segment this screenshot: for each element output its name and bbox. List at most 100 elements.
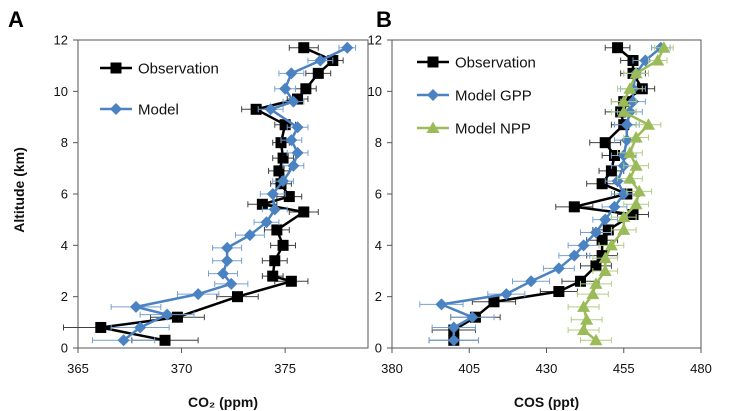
- data-point: [599, 137, 611, 149]
- data-point: [608, 200, 621, 213]
- legend-label: Model: [138, 102, 179, 119]
- data-point: [589, 277, 603, 289]
- legend-label: Model NPP: [455, 121, 531, 138]
- data-point: [586, 287, 600, 300]
- data-point: [277, 152, 289, 164]
- x-tick-label: 365: [67, 361, 89, 376]
- data-point: [577, 323, 591, 336]
- data-point: [617, 210, 631, 223]
- data-point: [605, 165, 617, 177]
- data-point: [617, 223, 631, 235]
- data-point: [629, 197, 643, 210]
- data-point: [221, 254, 234, 267]
- y-tick-label: 10: [368, 84, 382, 99]
- x-tick-label: 455: [613, 361, 635, 376]
- data-point: [589, 226, 602, 239]
- data-point: [287, 95, 300, 108]
- data-point: [130, 300, 142, 313]
- data-point: [553, 286, 565, 298]
- y-tick-label: 4: [375, 238, 382, 253]
- data-point: [298, 42, 310, 54]
- y-tick-label: 0: [375, 341, 382, 356]
- data-point: [623, 146, 637, 158]
- series-observation: [63, 42, 344, 346]
- data-point: [620, 118, 633, 131]
- y-tick-label: 2: [61, 289, 68, 304]
- data-point: [590, 260, 602, 272]
- data-point: [291, 146, 304, 159]
- y-tick-label: 6: [375, 187, 382, 202]
- y-tick-label: 2: [375, 289, 382, 304]
- legend-entry: Model GPP: [417, 88, 532, 105]
- data-point: [617, 105, 631, 117]
- data-point: [341, 41, 354, 54]
- data-point: [525, 275, 538, 288]
- y-tick-label: 4: [61, 238, 68, 253]
- data-point: [629, 131, 643, 143]
- legend-entry: Model NPP: [417, 121, 531, 138]
- data-point: [283, 191, 295, 203]
- x-tick-label: 405: [458, 361, 480, 376]
- legend-marker: [427, 89, 439, 101]
- data-point: [232, 291, 243, 303]
- data-point: [447, 321, 460, 334]
- legend-marker: [427, 56, 439, 68]
- data-point: [641, 118, 655, 130]
- data-point: [632, 184, 646, 197]
- data-point: [629, 159, 643, 171]
- data-point: [171, 311, 183, 323]
- data-point: [267, 270, 279, 282]
- data-point: [300, 83, 312, 95]
- data-point: [623, 82, 637, 94]
- data-point: [602, 224, 614, 236]
- data-point: [447, 334, 460, 347]
- data-point: [192, 288, 205, 301]
- data-point: [598, 251, 612, 264]
- data-point: [651, 54, 665, 66]
- data-point: [612, 42, 624, 54]
- data-point: [279, 119, 291, 131]
- data-point: [435, 298, 448, 311]
- data-point: [604, 238, 618, 251]
- data-point: [117, 334, 130, 347]
- data-point: [273, 165, 285, 177]
- x-tick-label: 480: [690, 361, 712, 376]
- data-point: [277, 175, 290, 188]
- data-point: [298, 206, 310, 218]
- data-point: [500, 288, 513, 301]
- data-point: [627, 209, 639, 221]
- data-point: [568, 201, 580, 213]
- data-point: [598, 264, 612, 276]
- data-point: [95, 321, 107, 333]
- panel-b: B 0 2 4 6 8 10 12 380 405 430 455 480 COS (ppt) Observ…: [368, 7, 712, 410]
- data-point: [488, 296, 500, 308]
- data-point: [285, 134, 298, 147]
- data-point: [268, 203, 281, 216]
- legend-entry: Model: [100, 102, 179, 119]
- data-point: [217, 267, 229, 280]
- data-point: [221, 241, 234, 254]
- data-point: [577, 300, 591, 312]
- data-point: [291, 121, 304, 134]
- legend-marker: [110, 62, 122, 74]
- data-point: [260, 216, 273, 229]
- legend-label: Observation: [138, 61, 219, 78]
- legend-marker: [426, 121, 440, 133]
- data-point: [266, 188, 279, 200]
- data-point: [617, 95, 631, 107]
- data-point: [250, 103, 262, 115]
- legend-label: Model GPP: [455, 88, 532, 105]
- data-point: [279, 82, 292, 95]
- x-axis-title: COS (ppt): [514, 394, 579, 410]
- data-point: [580, 313, 594, 325]
- legend-entry: Observation: [100, 61, 219, 78]
- series-model-npp: [567, 41, 674, 346]
- panel-label: B: [376, 7, 392, 32]
- x-tick-label: 375: [274, 361, 296, 376]
- data-point: [159, 334, 171, 346]
- data-point: [568, 249, 581, 262]
- data-point: [285, 67, 298, 80]
- x-tick-label: 370: [171, 361, 193, 376]
- data-point: [243, 229, 256, 242]
- data-point: [312, 67, 324, 79]
